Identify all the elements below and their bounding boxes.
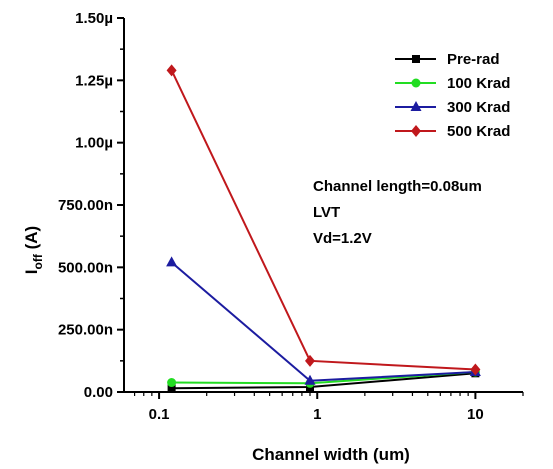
legend-item: Pre-rad <box>395 51 500 68</box>
y-axis-title: Ioff (A) <box>22 226 45 274</box>
y-tick-label: 1.25µ <box>75 72 113 89</box>
y-tick-label: 1.50µ <box>75 10 113 27</box>
legend-marker <box>410 101 422 111</box>
y-tick-label: 500.00n <box>58 259 113 276</box>
legend-label: 300 Krad <box>447 99 510 116</box>
x-axis-title: Channel width (um) <box>252 445 410 464</box>
legend-item: 300 Krad <box>395 99 510 116</box>
series-line <box>170 261 476 382</box>
series-3 <box>166 64 481 376</box>
legend-label: 500 Krad <box>447 123 510 140</box>
annotations: Channel length=0.08um LVT Vd=1.2V <box>313 178 482 247</box>
data-point <box>470 363 481 376</box>
y-axis-title-text: Ioff (A) <box>22 226 45 274</box>
data-point <box>305 354 316 367</box>
x-tick-label: 10 <box>467 406 484 423</box>
data-point <box>166 64 177 77</box>
data-point <box>166 256 178 267</box>
x-tick-label: 1 <box>313 406 321 423</box>
legend-marker <box>412 55 420 63</box>
legend-marker <box>411 125 421 137</box>
data-point <box>304 374 316 385</box>
y-tick-label: 0.00 <box>84 384 113 401</box>
series-layer <box>166 64 481 393</box>
legend-marker <box>411 78 421 88</box>
legend-label: Pre-rad <box>447 51 500 68</box>
legend: Pre-rad 100 Krad 300 Krad 500 Krad <box>395 51 510 140</box>
annotation-lvt: LVT <box>313 204 340 221</box>
x-tick-label: 0.1 <box>149 406 170 423</box>
annotation-vd: Vd=1.2V <box>313 230 372 247</box>
legend-label: 100 Krad <box>447 75 510 92</box>
annotation-channel-length: Channel length=0.08um <box>313 178 482 195</box>
series-2 <box>166 256 481 385</box>
legend-item: 500 Krad <box>395 123 510 140</box>
axes: 0.00 250.00n 500.00n 750.00n 1.00µ 1.25µ 1.50µ… <box>58 10 524 423</box>
data-point <box>167 378 177 388</box>
y-tick-label: 1.00µ <box>75 135 113 152</box>
legend-item: 100 Krad <box>395 75 510 92</box>
y-tick-label: 750.00n <box>58 197 113 214</box>
y-tick-label: 250.00n <box>58 322 113 339</box>
data-point <box>167 384 176 393</box>
